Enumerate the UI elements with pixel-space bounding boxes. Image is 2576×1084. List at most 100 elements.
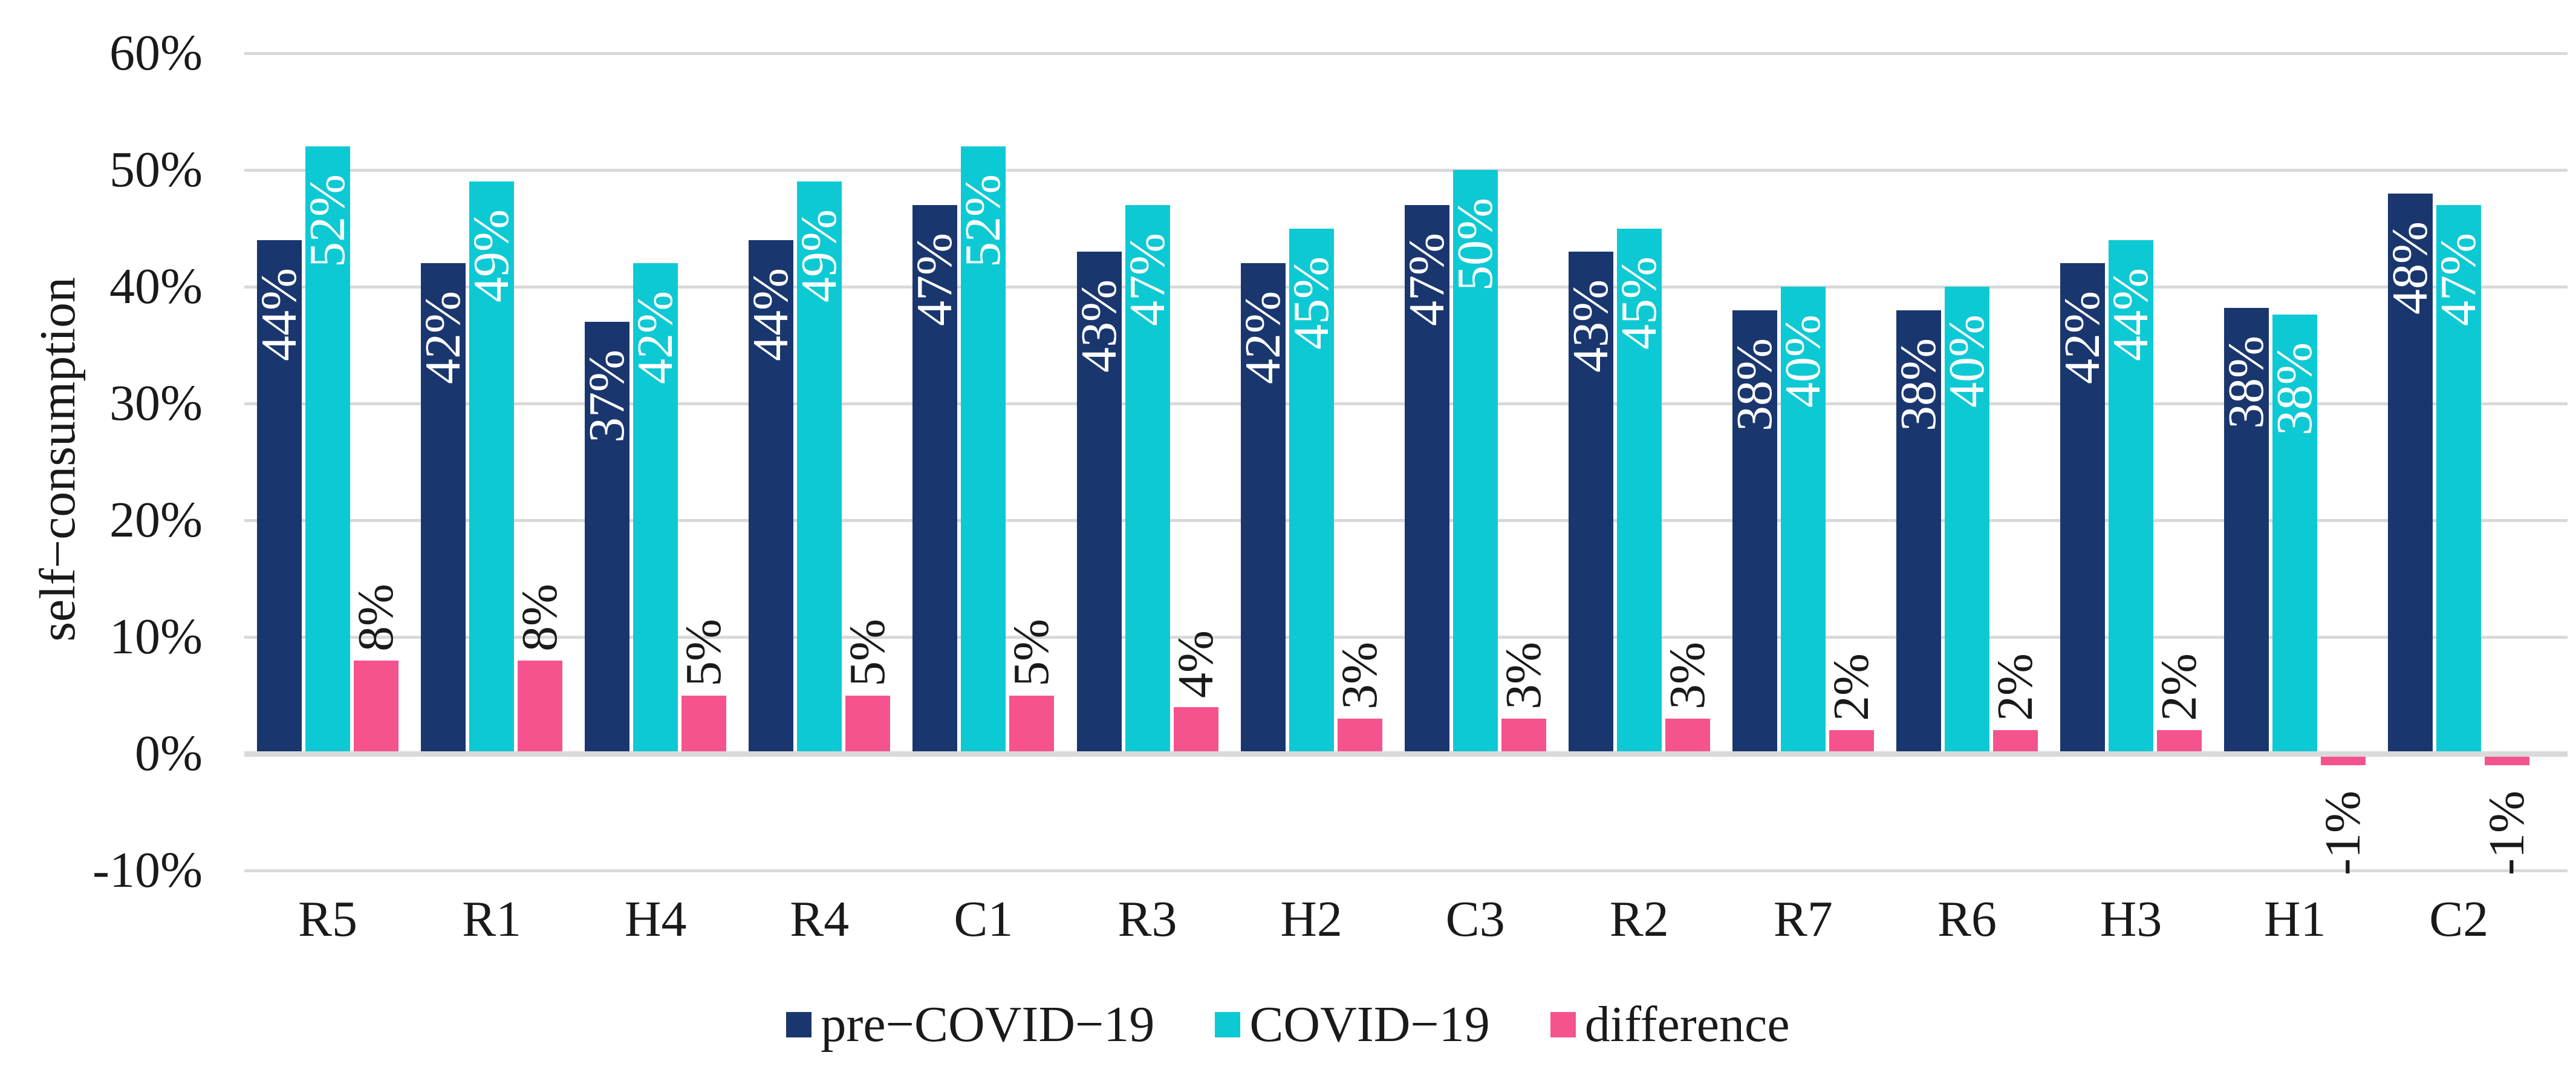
- covid-19-value-label-C2: 47%: [2430, 232, 2487, 326]
- gridline-60pct: [244, 51, 2568, 55]
- covid-19-bar-C3: [1452, 170, 1498, 754]
- y-axis-tick-label: 0%: [135, 725, 203, 782]
- difference-value-label-R5: 8%: [348, 583, 404, 651]
- covid-19-bar-R7: [1780, 287, 1826, 754]
- difference-value-label-H3: 2%: [2151, 653, 2208, 722]
- difference-value-label-R3: 4%: [1167, 630, 1224, 698]
- x-category-label-H4: H4: [624, 891, 687, 947]
- pre-covid-19-bar-H2: [1240, 263, 1286, 754]
- x-category-label-R3: R3: [1117, 891, 1177, 947]
- legend-swatch-covid-19: [1215, 1012, 1241, 1037]
- covid-19-value-label-H4: 42%: [627, 291, 684, 385]
- covid-19-bar-C1: [961, 146, 1006, 754]
- y-axis-tick-label: 60%: [109, 25, 203, 81]
- y-axis-tick-label: 10%: [109, 609, 203, 665]
- covid-19-bar-C2: [2436, 204, 2482, 754]
- difference-bar-R1: [518, 660, 563, 754]
- legend-item-pre-covid-19: pre−COVID−19: [786, 997, 1154, 1053]
- covid-19-bar-R3: [1125, 204, 1170, 754]
- covid-19-value-label-R4: 49%: [791, 209, 848, 303]
- x-category-label-H3: H3: [2100, 891, 2162, 947]
- y-axis-tick-label: -10%: [93, 842, 203, 898]
- difference-bar-H4: [681, 695, 727, 754]
- covid-19-value-label-R3: 47%: [1119, 232, 1176, 326]
- pre-covid-19-value-label-H4: 37%: [579, 349, 636, 443]
- legend-label-covid-19: COVID−19: [1249, 996, 1490, 1053]
- covid-19-value-label-H3: 44%: [2103, 267, 2159, 361]
- covid-19-value-label-R2: 45%: [1610, 256, 1667, 350]
- covid-19-value-label-R1: 49%: [463, 209, 520, 303]
- x-category-label-R1: R1: [462, 891, 522, 947]
- covid-19-value-label-R7: 40%: [1774, 315, 1831, 408]
- difference-value-label-C1: 5%: [1003, 618, 1060, 687]
- difference-bar-R6: [1993, 730, 2038, 754]
- y-axis-tick-label: 30%: [109, 375, 203, 431]
- x-category-label-R7: R7: [1773, 891, 1833, 947]
- covid-19-bar-R6: [1945, 287, 1989, 754]
- legend-item-covid-19: COVID−19: [1215, 996, 1490, 1053]
- pre-covid-19-value-label-R5: 44%: [251, 267, 307, 361]
- pre-covid-19-bar-R3: [1076, 252, 1122, 754]
- y-axis-title: self−consumption: [30, 277, 86, 642]
- legend-swatch-pre-covid-19: [786, 1012, 812, 1037]
- legend-label-pre-covid-19: pre−COVID−19: [821, 996, 1155, 1053]
- difference-bar-C1: [1009, 695, 1055, 754]
- gridline-0pct: [244, 751, 2568, 757]
- pre-covid-19-bar-R1: [421, 263, 466, 754]
- pre-covid-19-bar-H1: [2224, 307, 2269, 754]
- pre-covid-19-value-label-R4: 44%: [743, 267, 799, 361]
- y-axis-tick-label: 40%: [109, 258, 203, 315]
- difference-value-label-H1: -1%: [2315, 791, 2372, 876]
- y-axis-tick-label: 20%: [109, 492, 203, 548]
- legend-item-difference: difference: [1550, 997, 1790, 1053]
- x-category-label-C3: C3: [1445, 891, 1505, 947]
- covid-19-value-label-C3: 50%: [1446, 198, 1503, 291]
- pre-covid-19-value-label-H1: 38%: [2218, 335, 2275, 429]
- pre-covid-19-value-label-C1: 47%: [906, 232, 963, 326]
- difference-bar-R7: [1829, 730, 1874, 754]
- pre-covid-19-bar-H3: [2060, 263, 2106, 754]
- covid-19-value-label-R6: 40%: [1939, 315, 1995, 408]
- difference-value-label-R6: 2%: [1987, 653, 2043, 722]
- pre-covid-19-bar-R4: [749, 240, 794, 754]
- pre-covid-19-value-label-C2: 48%: [2382, 221, 2439, 315]
- difference-bar-R3: [1173, 707, 1218, 754]
- covid-19-bar-H3: [2109, 240, 2154, 754]
- difference-value-label-R2: 3%: [1659, 642, 1716, 710]
- pre-covid-19-value-label-R7: 38%: [1726, 338, 1783, 431]
- x-category-label-C2: C2: [2429, 891, 2489, 947]
- pre-covid-19-value-label-R2: 43%: [1562, 279, 1619, 373]
- pre-covid-19-bar-R6: [1896, 310, 1941, 754]
- pre-covid-19-value-label-R3: 43%: [1070, 279, 1127, 373]
- covid-19-bar-H4: [633, 263, 678, 754]
- gridline--10pct: [244, 869, 2568, 872]
- x-category-label-R4: R4: [790, 891, 850, 947]
- y-axis-tick-label: 50%: [109, 142, 203, 198]
- covid-19-bar-R2: [1616, 228, 1662, 754]
- legend-label-difference: difference: [1584, 996, 1790, 1053]
- difference-bar-H2: [1337, 719, 1382, 754]
- pre-covid-19-value-label-R6: 38%: [1890, 338, 1947, 431]
- difference-value-label-R4: 5%: [839, 618, 896, 687]
- difference-bar-C3: [1501, 719, 1546, 754]
- difference-value-label-R7: 2%: [1823, 653, 1879, 722]
- pre-covid-19-bar-C2: [2388, 193, 2433, 754]
- pre-covid-19-value-label-H3: 42%: [2054, 291, 2111, 385]
- pre-covid-19-bar-R7: [1732, 310, 1777, 754]
- pre-covid-19-value-label-H2: 42%: [1234, 291, 1291, 385]
- pre-covid-19-bar-H4: [585, 321, 630, 754]
- legend-swatch-difference: [1550, 1012, 1576, 1037]
- covid-19-bar-R1: [469, 181, 515, 754]
- x-category-label-H2: H2: [1280, 891, 1342, 947]
- pre-covid-19-bar-R2: [1568, 252, 1613, 754]
- covid-19-value-label-H2: 45%: [1283, 256, 1339, 350]
- pre-covid-19-value-label-C3: 47%: [1398, 232, 1455, 326]
- covid-19-value-label-R5: 52%: [299, 174, 356, 268]
- difference-value-label-R1: 8%: [512, 583, 568, 651]
- covid-19-value-label-C1: 52%: [955, 174, 1012, 268]
- covid-19-value-label-H1: 38%: [2266, 342, 2323, 436]
- pre-covid-19-value-label-R1: 42%: [415, 291, 472, 385]
- pre-covid-19-bar-R5: [257, 240, 302, 754]
- difference-value-label-H4: 5%: [675, 618, 732, 687]
- difference-value-label-C3: 3%: [1495, 642, 1552, 710]
